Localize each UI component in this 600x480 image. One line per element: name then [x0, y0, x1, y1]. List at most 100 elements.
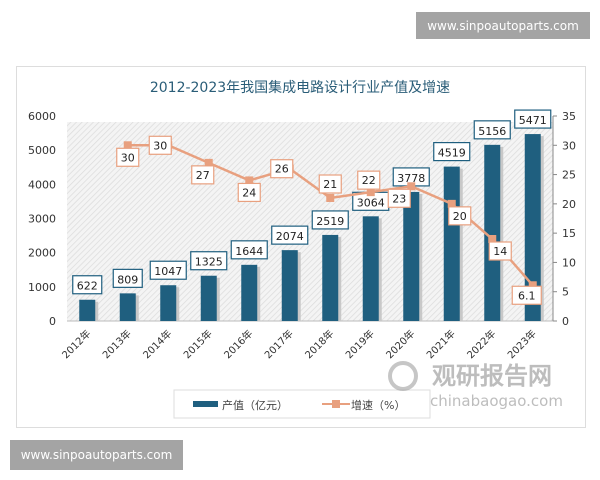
left-tick-label: 2000 [28, 247, 56, 260]
bar-data-label: 5156 [478, 125, 506, 138]
left-tick-label: 1000 [28, 281, 56, 294]
legend-bar-label: 产值（亿元） [222, 398, 288, 412]
x-tick-label: 2018年 [302, 327, 336, 361]
growth-data-label: 27 [196, 169, 210, 182]
growth-marker [447, 199, 456, 208]
legend-bar-swatch [193, 401, 218, 407]
bar-data-label-box [271, 225, 309, 245]
x-tick-label: 2019年 [343, 327, 377, 361]
growth-data-label-box [148, 135, 172, 155]
x-tick-label: 2023年 [505, 327, 539, 361]
right-tick-label: 20 [562, 198, 576, 211]
bar-data-label: 3778 [397, 172, 425, 185]
growth-data-label: 22 [362, 174, 376, 187]
bar [119, 293, 136, 321]
left-tick-label: 0 [49, 315, 56, 328]
growth-data-label: 30 [121, 151, 135, 164]
x-tick-label: 2015年 [181, 327, 215, 361]
plot-area [67, 122, 553, 321]
growth-marker [245, 176, 254, 185]
growth-marker [204, 158, 213, 167]
bar-data-label-box [112, 268, 143, 288]
x-tick-label: 2021年 [424, 327, 458, 361]
bar-data-label-box [72, 275, 103, 295]
right-tick-label: 0 [562, 315, 569, 328]
growth-marker [326, 194, 335, 202]
bar [200, 275, 217, 321]
left-tick-label: 3000 [28, 213, 56, 226]
growth-data-label: 23 [392, 192, 406, 205]
bar [79, 299, 96, 321]
growth-data-label-box [116, 147, 140, 167]
bar [524, 134, 541, 321]
bar-data-label: 1047 [154, 265, 182, 278]
bar [160, 285, 177, 321]
growth-data-label: 14 [493, 245, 507, 258]
bar-data-label-box [514, 109, 552, 129]
x-tick-label: 2017年 [262, 327, 296, 361]
growth-data-label-box [318, 174, 342, 194]
bar-data-label-box [311, 210, 349, 230]
growth-data-label: 30 [153, 139, 167, 152]
growth-data-label-box [237, 182, 261, 203]
growth-data-label-box [488, 241, 512, 261]
bar-data-label: 2074 [276, 230, 304, 243]
growth-data-label-box [448, 206, 472, 226]
left-tick-label: 6000 [28, 110, 56, 123]
bar-data-label: 4519 [438, 147, 466, 160]
svg-text:chinabaogao.com: chinabaogao.com [430, 392, 563, 410]
growth-data-label-box [511, 285, 542, 305]
left-tick-label: 4000 [28, 178, 56, 191]
legend: 产值（亿元） 增速（%） [173, 389, 431, 419]
growth-data-label-box [270, 159, 294, 179]
bar [443, 166, 460, 321]
bar-data-label: 3064 [357, 196, 385, 209]
bar-data-label-box [433, 142, 471, 162]
bar-data-label: 809 [117, 273, 138, 286]
chart-frame [16, 66, 586, 428]
watermark-bottom: www.sinpoautoparts.com [10, 440, 183, 470]
right-tick-label: 5 [562, 286, 569, 299]
right-tick-label: 35 [562, 110, 576, 123]
growth-marker [407, 182, 416, 191]
growth-marker [488, 235, 497, 243]
bar-data-label-box [473, 120, 511, 140]
growth-marker [123, 141, 132, 150]
growth-data-label: 26 [275, 163, 289, 176]
x-tick-label: 2012年 [59, 327, 93, 361]
left-tick-label: 5000 [28, 144, 56, 157]
right-tick-label: 30 [562, 139, 576, 152]
growth-data-label-box [357, 170, 381, 190]
bar [484, 144, 501, 321]
bar-data-label: 622 [77, 280, 98, 293]
x-tick-label: 2020年 [383, 327, 417, 361]
x-tick-label: 2022年 [464, 327, 498, 361]
growth-data-label: 24 [242, 186, 256, 199]
legend-line-label: 增速（%） [351, 398, 405, 412]
bar-data-label-box [149, 260, 187, 280]
bar [403, 191, 420, 321]
bar-data-label-box [230, 240, 268, 260]
watermark-top: www.sinpoautoparts.com [416, 12, 590, 39]
bar-data-label: 1325 [195, 256, 223, 269]
bar-data-label: 2519 [316, 215, 344, 228]
right-tick-label: 10 [562, 256, 576, 269]
growth-marker [528, 281, 537, 290]
chart-title: 2012-2023年我国集成电路设计行业产值及增速 [150, 79, 450, 96]
growth-data-label-box [191, 165, 215, 185]
bar [241, 264, 258, 321]
growth-data-label-box [387, 188, 411, 208]
x-tick-label: 2016年 [221, 327, 255, 361]
growth-data-label: 21 [323, 178, 337, 191]
x-tick-label: 2013年 [100, 327, 134, 361]
bar-data-label: 5471 [519, 114, 547, 127]
right-tick-label: 25 [562, 169, 576, 182]
bar [281, 250, 298, 321]
growth-data-label: 6.1 [518, 289, 536, 302]
logo-watermark: 观研报告网 chinabaogao.com [388, 361, 563, 410]
growth-data-label: 20 [453, 210, 467, 223]
bar-data-label-box [190, 251, 228, 271]
bar-data-label: 1644 [235, 245, 263, 258]
bar [322, 234, 339, 321]
